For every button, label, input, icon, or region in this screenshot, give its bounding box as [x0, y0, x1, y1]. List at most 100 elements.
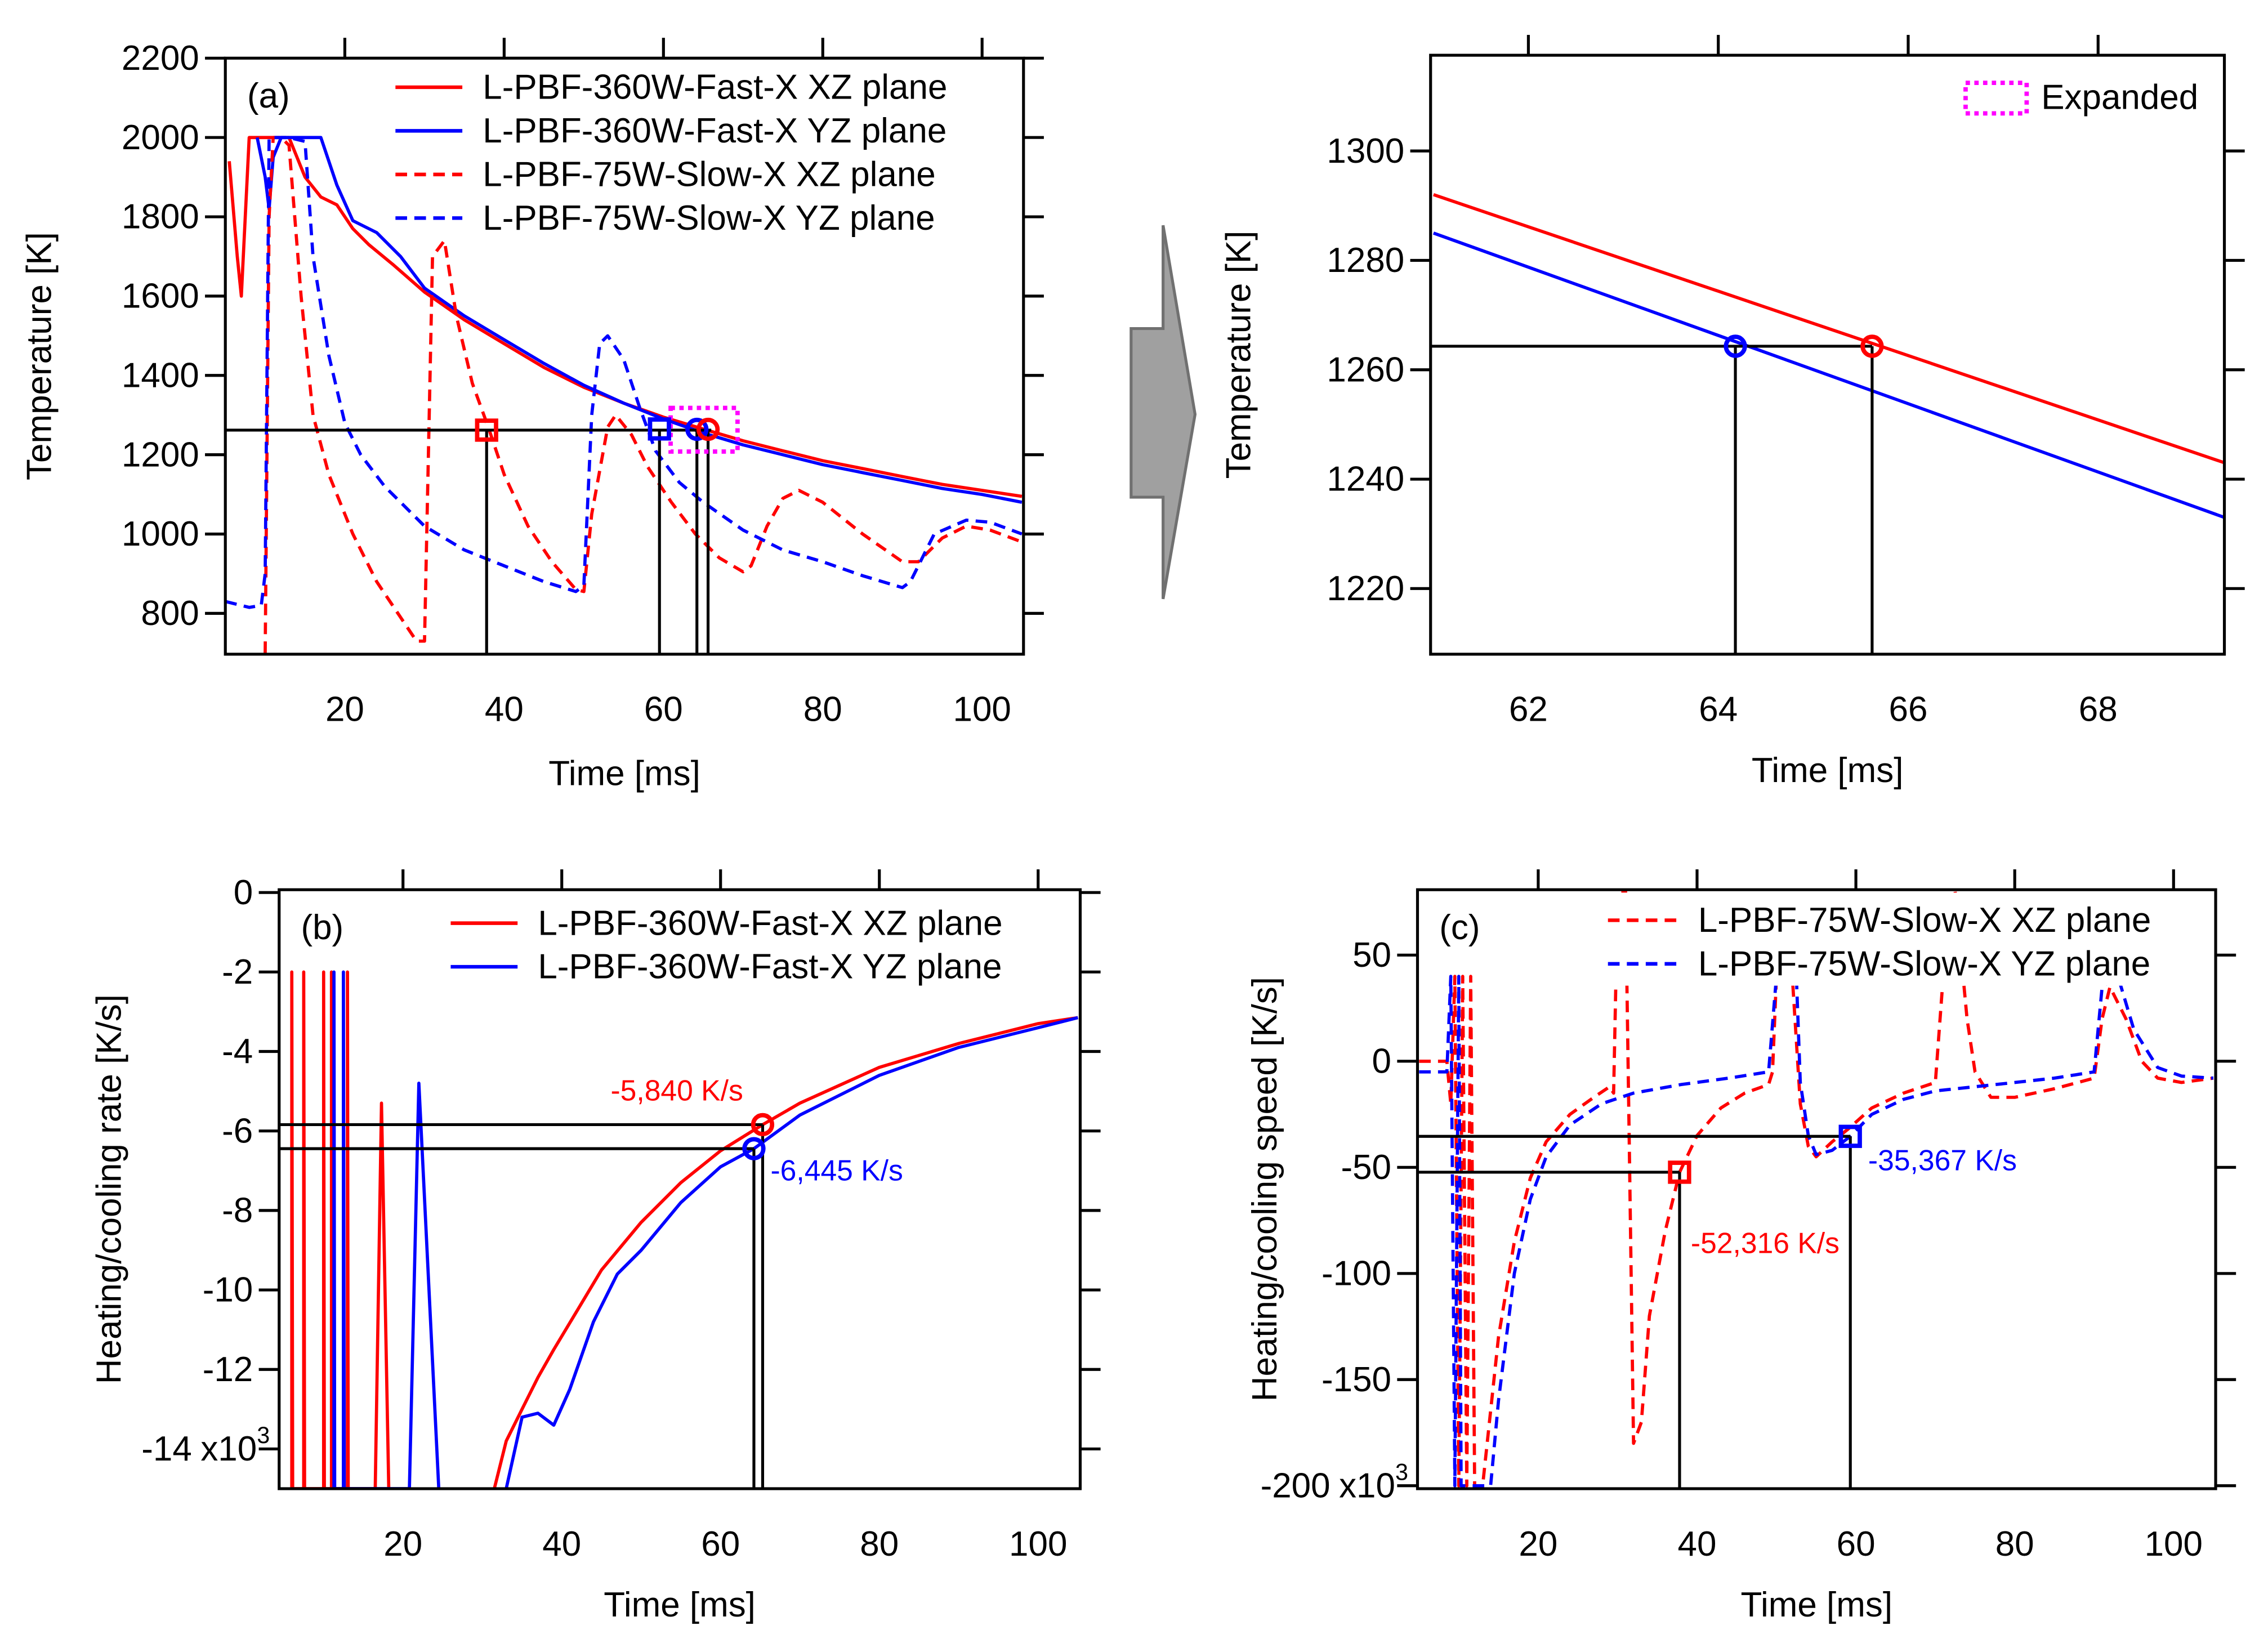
- y-tick-label: -2: [222, 953, 253, 992]
- y-tick-label: 0: [1372, 1042, 1391, 1080]
- y-multiplier-exp: 3: [1395, 1459, 1408, 1485]
- y-tick-label: 1400: [122, 356, 199, 395]
- square-marker: [648, 417, 671, 441]
- x-tick-label: 60: [701, 1525, 740, 1564]
- panel-label: (c): [1439, 908, 1480, 947]
- y-tick-label: 1280: [1327, 241, 1404, 280]
- x-tick-label: 40: [542, 1525, 581, 1564]
- y-tick-label: 2200: [122, 39, 199, 78]
- value-annotation: -35,367 K/s: [1868, 1144, 2017, 1177]
- arrow-right-icon: [1129, 225, 1197, 600]
- series-line-1: [1419, 890, 2214, 1488]
- y-tick-label: -4: [222, 1032, 253, 1071]
- value-annotation: -6,445 K/s: [770, 1154, 903, 1187]
- y-tick-label: -6: [222, 1111, 253, 1150]
- legend-label: L-PBF-75W-Slow-X XZ plane: [1698, 901, 2151, 940]
- y-tick-label: 1260: [1327, 350, 1404, 389]
- circle-marker: [696, 417, 720, 441]
- y-tick-label: 2000: [122, 118, 199, 157]
- y-tick-label: 800: [141, 594, 199, 633]
- y-tick-label: -200: [1261, 1466, 1331, 1505]
- x-axis-title: Time [ms]: [1740, 1586, 1892, 1624]
- y-tick-label: 1600: [122, 277, 199, 316]
- x-tick-label: 20: [1519, 1525, 1557, 1564]
- y-axis-title: Temperature [K]: [20, 232, 59, 480]
- x-tick-label: 68: [2079, 690, 2118, 729]
- square-marker: [1668, 1160, 1691, 1184]
- x-tick-label: 20: [383, 1525, 422, 1564]
- y-tick-label: -14: [141, 1430, 192, 1468]
- x-axis-title: Time [ms]: [548, 754, 700, 793]
- series-line-4: [225, 136, 1023, 609]
- expanded-legend-swatch: [1963, 81, 2029, 116]
- legend-label: L-PBF-360W-Fast-X YZ plane: [538, 948, 1002, 986]
- legend-label: Expanded: [2041, 78, 2198, 117]
- y-axis-title: Heating/cooling speed [K/s]: [1245, 977, 1284, 1401]
- x-tick-label: 60: [644, 690, 683, 729]
- circle-marker: [1860, 334, 1884, 358]
- x-axis-title: Time [ms]: [1752, 751, 1904, 790]
- legend-label: L-PBF-360W-Fast-X YZ plane: [483, 111, 947, 150]
- x-tick-label: 66: [1889, 690, 1928, 729]
- circle-marker: [1724, 334, 1747, 358]
- y-tick-label: -8: [222, 1191, 253, 1230]
- y-multiplier-base: x10: [1339, 1466, 1395, 1505]
- value-annotation: -52,316 K/s: [1691, 1227, 1840, 1260]
- series-line-2: [255, 136, 1023, 504]
- plot-frame: [278, 888, 1082, 1490]
- x-tick-label: 100: [1009, 1525, 1067, 1564]
- y-tick-label: -50: [1341, 1148, 1391, 1187]
- y-tick-label: 1000: [122, 515, 199, 553]
- series-line-1: [227, 136, 1023, 498]
- x-tick-label: 40: [485, 690, 524, 729]
- series-line-1: [1432, 193, 2225, 465]
- panel-b: 20 40 60 80 100 -14 x103 -12 -10 -8 -6 -4 -2 0 Time [m…: [90, 869, 1101, 1624]
- circle-marker: [751, 1113, 775, 1137]
- y-tick-label: 1300: [1327, 132, 1404, 171]
- y-tick-label: 1240: [1327, 460, 1404, 499]
- panel-label: (a): [247, 77, 290, 115]
- panel-e: 62 64 66 68 1220 1240 1260 1280 1300 Time [ms] Tem…: [1220, 34, 2245, 790]
- y-axis-title: Temperature [K]: [1220, 231, 1258, 479]
- y-axis-title: Heating/cooling rate [K/s]: [90, 994, 128, 1384]
- circle-marker: [685, 417, 709, 441]
- y-tick-label: -12: [203, 1350, 253, 1389]
- x-tick-label: 80: [1995, 1525, 2034, 1564]
- panel-c: 20 40 60 80 100 -200 x103 -150 -100 -50 0 50 Time [m…: [1245, 869, 2236, 1624]
- plot-frame: [224, 56, 1025, 656]
- circle-marker: [742, 1137, 766, 1160]
- y-tick-label: 1220: [1327, 569, 1404, 608]
- series-line-2: [1432, 231, 2225, 519]
- series-line-3: [264, 136, 1023, 653]
- legend-label: L-PBF-75W-Slow-X YZ plane: [1698, 945, 2150, 984]
- y-tick-label: 50: [1352, 936, 1391, 975]
- x-axis-title: Time [ms]: [604, 1586, 756, 1624]
- square-marker: [1838, 1124, 1862, 1148]
- x-tick-label: 100: [2145, 1525, 2203, 1564]
- y-multiplier: x103: [200, 1422, 270, 1468]
- y-tick-label: -100: [1321, 1254, 1391, 1293]
- x-tick-label: 80: [860, 1525, 899, 1564]
- legend-label: L-PBF-360W-Fast-X XZ plane: [483, 68, 947, 107]
- x-tick-label: 20: [325, 690, 364, 729]
- x-tick-label: 100: [953, 690, 1011, 729]
- y-tick-label: -150: [1321, 1360, 1391, 1399]
- x-tick-label: 62: [1509, 690, 1548, 729]
- plot-frame: [1429, 53, 2226, 656]
- y-multiplier-base: x10: [200, 1430, 257, 1468]
- series-line-1: [290, 970, 1078, 1489]
- y-multiplier-exp: 3: [257, 1422, 270, 1448]
- legend-label: L-PBF-75W-Slow-X YZ plane: [483, 199, 935, 238]
- panel-label: (b): [301, 908, 343, 947]
- y-multiplier: x103: [1339, 1459, 1408, 1505]
- legend-label: L-PBF-360W-Fast-X XZ plane: [538, 904, 1002, 943]
- expanded-region-box: [668, 405, 740, 454]
- x-tick-label: 64: [1699, 690, 1738, 729]
- value-annotation: -5,840 K/s: [610, 1074, 743, 1107]
- x-tick-label: 80: [803, 690, 842, 729]
- y-tick-label: -10: [203, 1271, 253, 1310]
- series-line-2: [1419, 975, 2214, 1488]
- y-tick-label: 0: [234, 873, 253, 912]
- y-tick-label: 1200: [122, 435, 199, 474]
